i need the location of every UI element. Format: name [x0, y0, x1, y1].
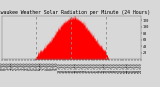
Title: Milwaukee Weather Solar Radiation per Minute (24 Hours): Milwaukee Weather Solar Radiation per Mi… [0, 10, 150, 15]
